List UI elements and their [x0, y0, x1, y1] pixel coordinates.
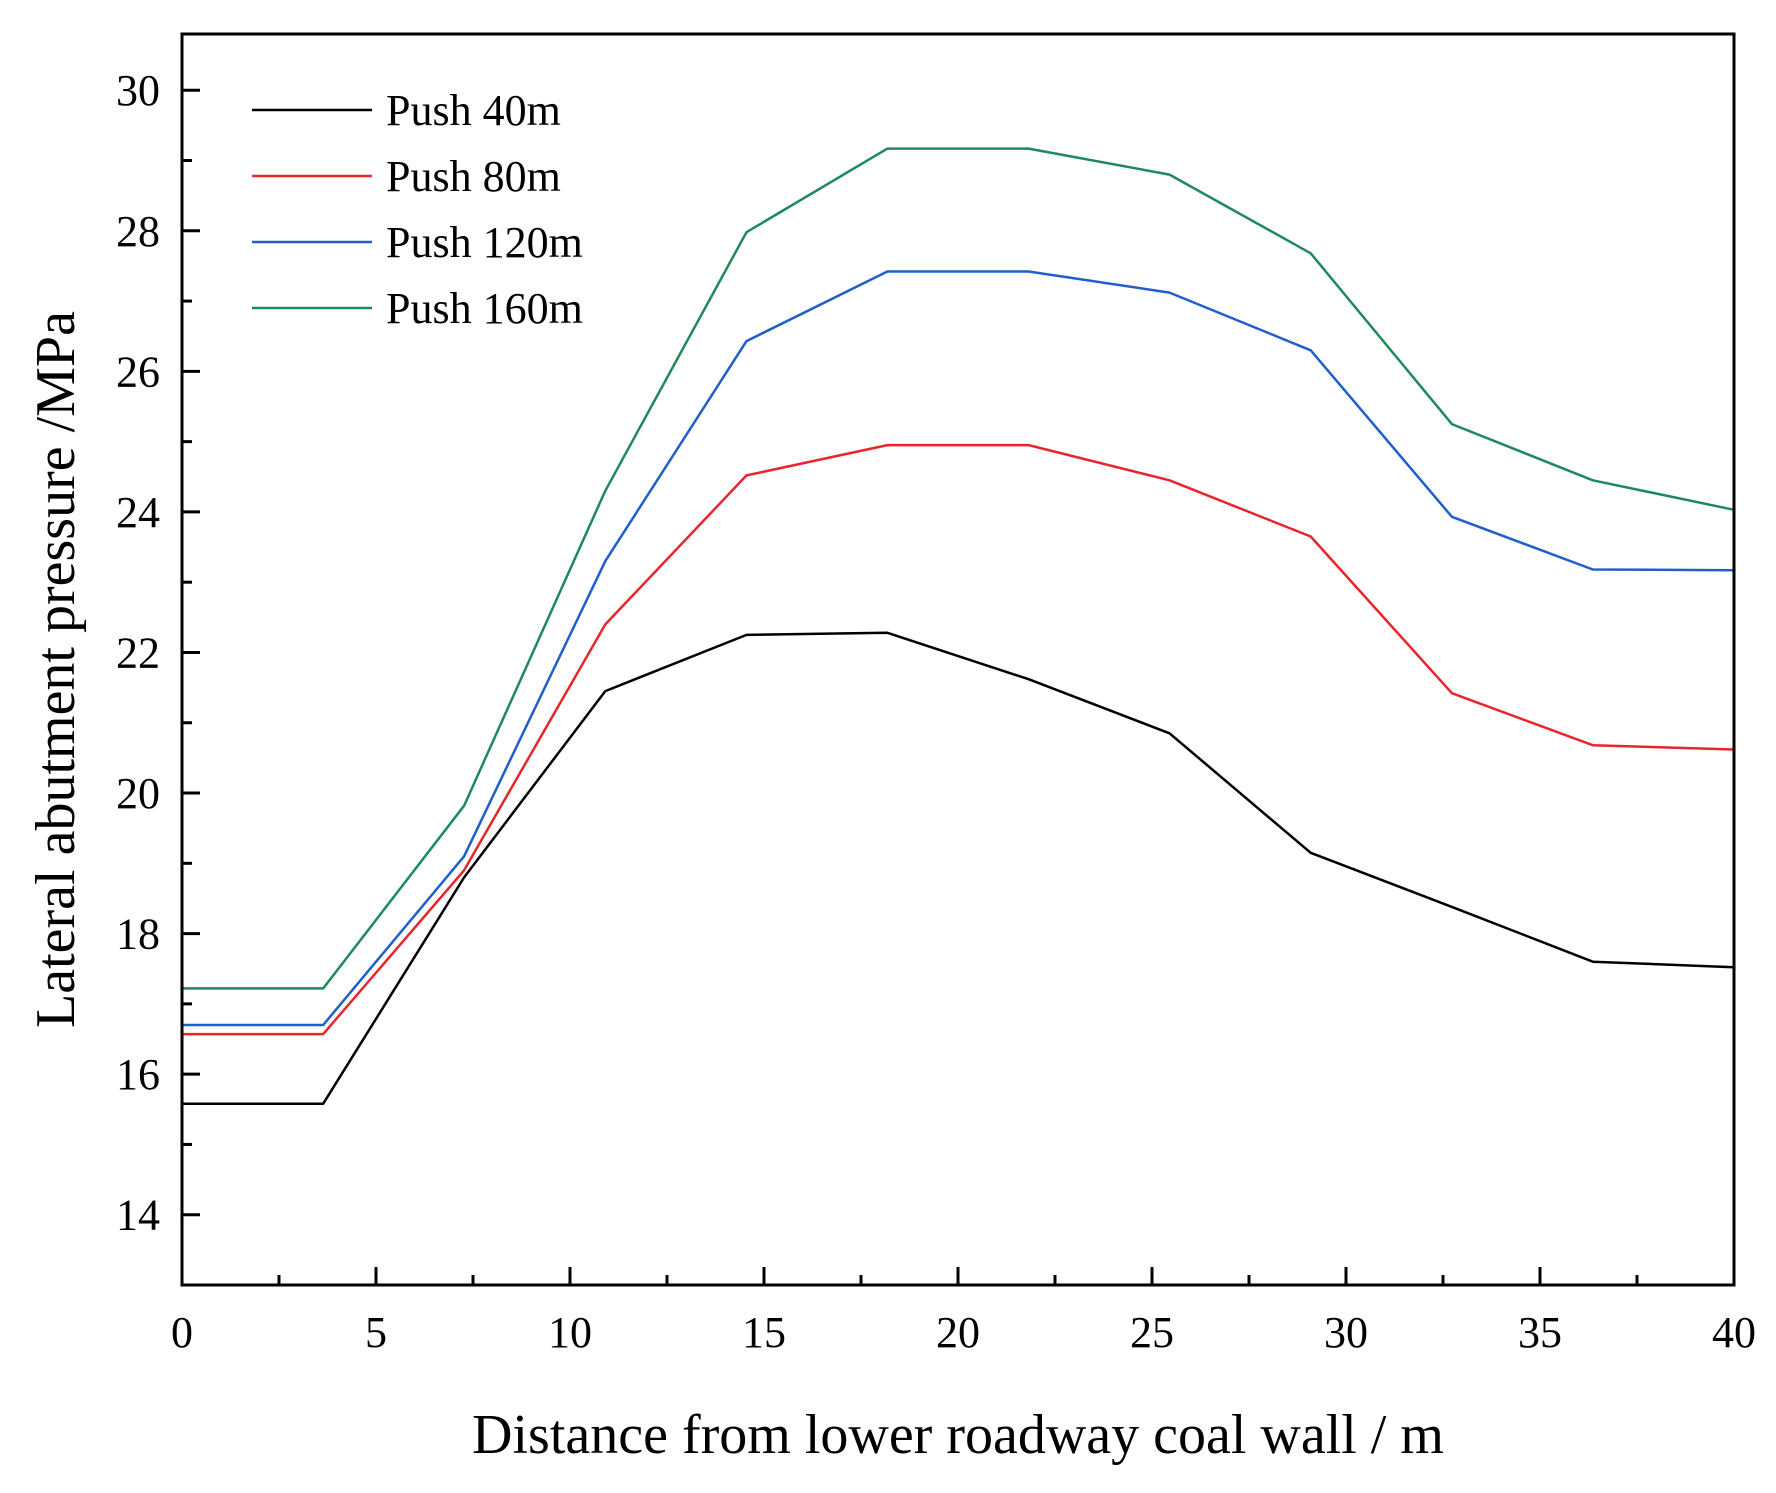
series-lines: [182, 147, 1735, 1105]
y-tick-label: 26: [116, 347, 160, 396]
legend-label: Push 160m: [386, 284, 583, 333]
x-tick-label: 35: [1518, 1308, 1562, 1357]
x-tick-label: 25: [1130, 1308, 1174, 1357]
legend-label: Push 80m: [386, 152, 561, 201]
y-tick-label: 22: [116, 628, 160, 677]
axis-ticks: [180, 88, 1736, 1287]
y-tick-label: 14: [116, 1191, 160, 1240]
y-axis-title: Lateral abutment pressure /MPa: [25, 311, 87, 1028]
y-tick-label: 24: [116, 488, 160, 537]
legend-label: Push 40m: [386, 86, 561, 135]
x-tick-label: 5: [365, 1308, 387, 1357]
x-tick-label: 20: [936, 1308, 980, 1357]
plot-frame: [180, 32, 1736, 1287]
y-tick-label: 30: [116, 66, 160, 115]
y-tick-label: 18: [116, 910, 160, 959]
y-tick-label: 20: [116, 769, 160, 818]
x-tick-label: 15: [742, 1308, 786, 1357]
tick-labels: 0 5 10 15 20 25 30 35 40 14 16 18 20 22 24 26 28 30: [116, 66, 1756, 1357]
x-tick-label: 30: [1324, 1308, 1368, 1357]
series-line-push-160m: [182, 147, 1735, 990]
series-line-push-40m: [182, 631, 1735, 1105]
series-line-push-120m: [182, 270, 1735, 1027]
legend: Push 40m Push 80m Push 120m Push 160m: [252, 86, 583, 333]
x-tick-label: 40: [1712, 1308, 1756, 1357]
y-tick-label: 28: [116, 207, 160, 256]
x-axis-title: Distance from lower roadway coal wall / …: [472, 1404, 1444, 1466]
y-tick-label: 16: [116, 1050, 160, 1099]
legend-label: Push 120m: [386, 218, 583, 267]
x-tick-label: 0: [171, 1308, 193, 1357]
x-tick-label: 10: [548, 1308, 592, 1357]
series-line-push-80m: [182, 443, 1735, 1036]
